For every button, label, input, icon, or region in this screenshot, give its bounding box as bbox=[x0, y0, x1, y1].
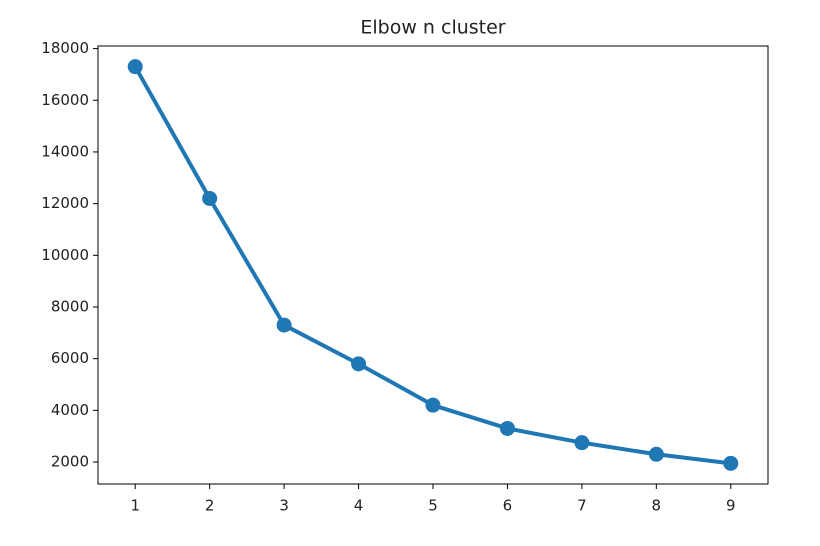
x-tick-label: 4 bbox=[354, 497, 364, 515]
y-tick-label: 2000 bbox=[51, 453, 89, 471]
x-tick-label: 3 bbox=[279, 497, 289, 515]
x-tick-label: 7 bbox=[577, 497, 587, 515]
point bbox=[723, 455, 739, 471]
x-tick-label: 1 bbox=[130, 497, 140, 515]
x-tick-label: 6 bbox=[503, 497, 513, 515]
y-tick-label: 18000 bbox=[41, 39, 89, 57]
point bbox=[425, 397, 441, 413]
y-tick-label: 10000 bbox=[41, 246, 89, 264]
point bbox=[574, 435, 590, 451]
y-tick-label: 14000 bbox=[41, 142, 89, 160]
x-tick-label: 8 bbox=[652, 497, 662, 515]
plot-frame bbox=[97, 45, 769, 485]
point bbox=[127, 59, 143, 75]
point bbox=[648, 446, 664, 462]
point bbox=[499, 420, 515, 436]
x-tick-label: 5 bbox=[428, 497, 438, 515]
chart-title: Elbow n cluster bbox=[360, 17, 505, 39]
point bbox=[351, 356, 367, 372]
point bbox=[276, 317, 292, 333]
y-tick-label: 12000 bbox=[41, 194, 89, 212]
y-tick-label: 16000 bbox=[41, 91, 89, 109]
y-tick-label: 4000 bbox=[51, 401, 89, 419]
x-tick-label: 9 bbox=[726, 497, 736, 515]
x-tick-label: 2 bbox=[205, 497, 215, 515]
y-tick-label: 8000 bbox=[51, 297, 89, 315]
y-tick-label: 6000 bbox=[51, 349, 89, 367]
point bbox=[202, 190, 218, 206]
